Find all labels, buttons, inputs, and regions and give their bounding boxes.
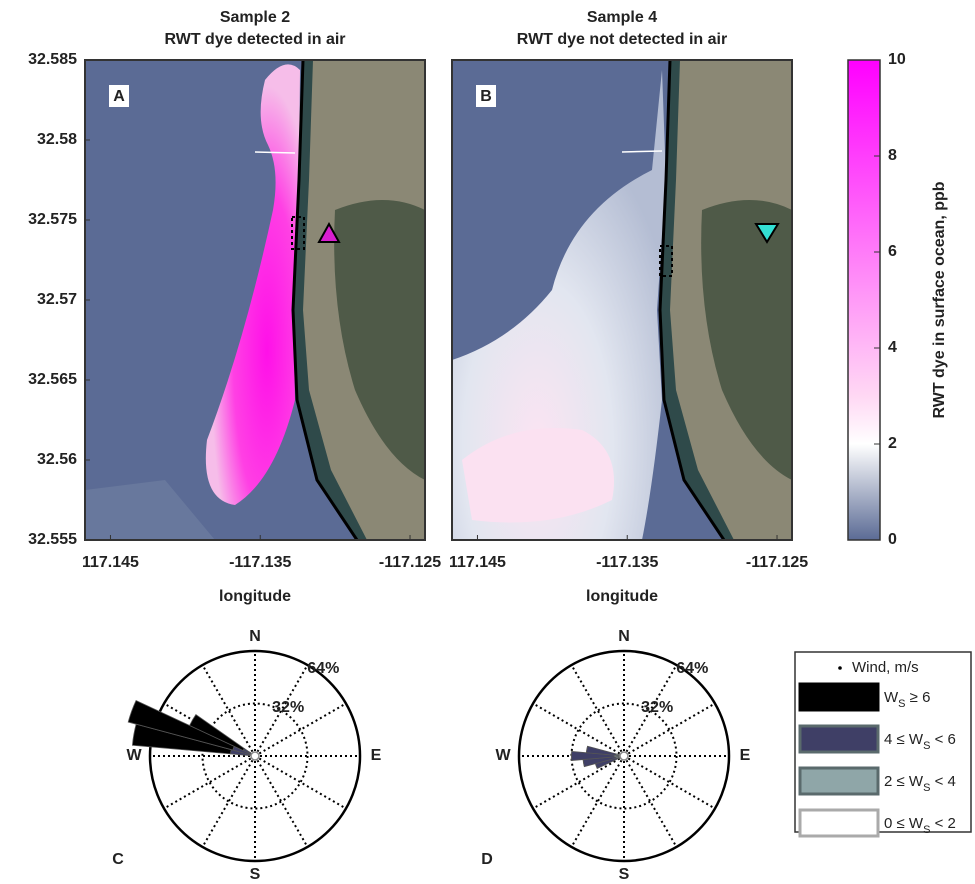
y-tick-label: 32.57 bbox=[37, 291, 77, 308]
chart-title: RWT dye detected in air bbox=[164, 31, 345, 48]
spoke bbox=[623, 755, 678, 848]
direction-label: W bbox=[495, 747, 511, 764]
frame bbox=[451, 59, 793, 541]
rose-petal bbox=[189, 714, 245, 751]
legend-swatch bbox=[798, 682, 880, 712]
air-sampler bbox=[754, 223, 780, 244]
x-axis-label: longitude bbox=[586, 588, 658, 605]
spoke bbox=[532, 755, 625, 810]
panel-label: A bbox=[113, 88, 125, 105]
colorbar bbox=[847, 59, 881, 541]
direction-label: E bbox=[740, 747, 751, 764]
glint bbox=[85, 480, 215, 540]
radius-label: 32% bbox=[641, 699, 673, 716]
sample-area bbox=[659, 245, 673, 277]
y-tick-label: 32.56 bbox=[37, 451, 77, 468]
colorbar-tick-label: 0 bbox=[888, 531, 897, 548]
legend-title: Wind, m/s bbox=[852, 659, 919, 676]
spoke bbox=[254, 755, 309, 848]
direction-label: N bbox=[618, 628, 630, 645]
y-tick-label: 32.585 bbox=[28, 51, 77, 68]
direction-label: S bbox=[619, 866, 630, 883]
direction-label: N bbox=[249, 628, 261, 645]
legend-swatch bbox=[798, 808, 880, 838]
center bbox=[619, 751, 629, 761]
dye-patch bbox=[462, 428, 614, 523]
y-tick-label: 32.555 bbox=[28, 531, 77, 548]
map-b: B bbox=[451, 59, 793, 541]
spoke bbox=[570, 755, 625, 848]
x-tick-label: -117.135 bbox=[229, 554, 291, 571]
y-tick-label: 32.565 bbox=[28, 371, 77, 388]
colorbar-tick-label: 4 bbox=[888, 339, 897, 356]
panel-label-box bbox=[476, 85, 496, 107]
dye-field bbox=[452, 70, 666, 540]
spoke bbox=[201, 755, 256, 848]
legend-label: WS ≥ 6 bbox=[884, 689, 930, 710]
radius-label: 64% bbox=[307, 660, 339, 677]
marsh bbox=[334, 200, 425, 480]
x-tick-label: -117.125 bbox=[746, 554, 808, 571]
colorbar-tick-label: 2 bbox=[888, 435, 897, 452]
panel-label-box bbox=[109, 85, 129, 107]
panel-label: D bbox=[481, 851, 493, 868]
legend-label: 0 ≤ WS < 2 bbox=[884, 815, 956, 836]
direction-label: S bbox=[250, 866, 261, 883]
direction-label: E bbox=[371, 747, 382, 764]
spoke bbox=[623, 755, 716, 810]
legend-label: 4 ≤ WS < 6 bbox=[884, 731, 956, 752]
radius-label: 64% bbox=[676, 660, 708, 677]
map-a: A bbox=[84, 59, 426, 541]
chart-title: RWT dye not detected in air bbox=[517, 31, 727, 48]
colorbar-label: RWT dye in surface ocean, ppb bbox=[931, 181, 948, 418]
x-axis-label: longitude bbox=[219, 588, 291, 605]
y-tick-label: 32.58 bbox=[37, 131, 77, 148]
pier bbox=[621, 150, 663, 153]
y-tick-label: 32.575 bbox=[28, 211, 77, 228]
rose-petal bbox=[127, 699, 235, 751]
colorbar-tick-label: 6 bbox=[888, 243, 897, 260]
spoke bbox=[254, 755, 347, 810]
radius-ring bbox=[201, 702, 309, 810]
direction-label: W bbox=[126, 747, 142, 764]
rose-petal bbox=[586, 746, 588, 753]
sample-area bbox=[291, 216, 305, 250]
radius-ring bbox=[148, 649, 362, 863]
legend-label: 2 ≤ WS < 4 bbox=[884, 773, 956, 794]
x-tick-label: 117.145 bbox=[449, 554, 506, 571]
legend-dot bbox=[838, 666, 842, 670]
dye-plume bbox=[205, 64, 300, 505]
coastline bbox=[658, 60, 726, 540]
radius-ring bbox=[570, 702, 678, 810]
marsh bbox=[701, 200, 792, 480]
radius-label: 32% bbox=[272, 699, 304, 716]
colorbar-tick-label: 8 bbox=[888, 147, 897, 164]
pier bbox=[254, 151, 296, 154]
radius-ring bbox=[517, 649, 731, 863]
legend bbox=[794, 651, 972, 833]
chart-title: Sample 2 bbox=[220, 9, 290, 26]
spoke bbox=[570, 664, 625, 757]
panel-label: C bbox=[112, 851, 124, 868]
air-sampler bbox=[317, 221, 341, 243]
coastline bbox=[291, 60, 359, 540]
spoke bbox=[532, 702, 625, 757]
legend-swatch bbox=[798, 766, 880, 796]
colorbar-tick-label: 10 bbox=[888, 51, 906, 68]
panel-label: B bbox=[480, 88, 492, 105]
x-tick-label: 117.145 bbox=[82, 554, 139, 571]
chart-title: Sample 4 bbox=[587, 9, 657, 26]
x-tick-label: -117.135 bbox=[596, 554, 658, 571]
x-tick-label: -117.125 bbox=[379, 554, 441, 571]
center bbox=[250, 751, 260, 761]
spoke bbox=[163, 755, 256, 810]
legend-swatch bbox=[798, 724, 880, 754]
